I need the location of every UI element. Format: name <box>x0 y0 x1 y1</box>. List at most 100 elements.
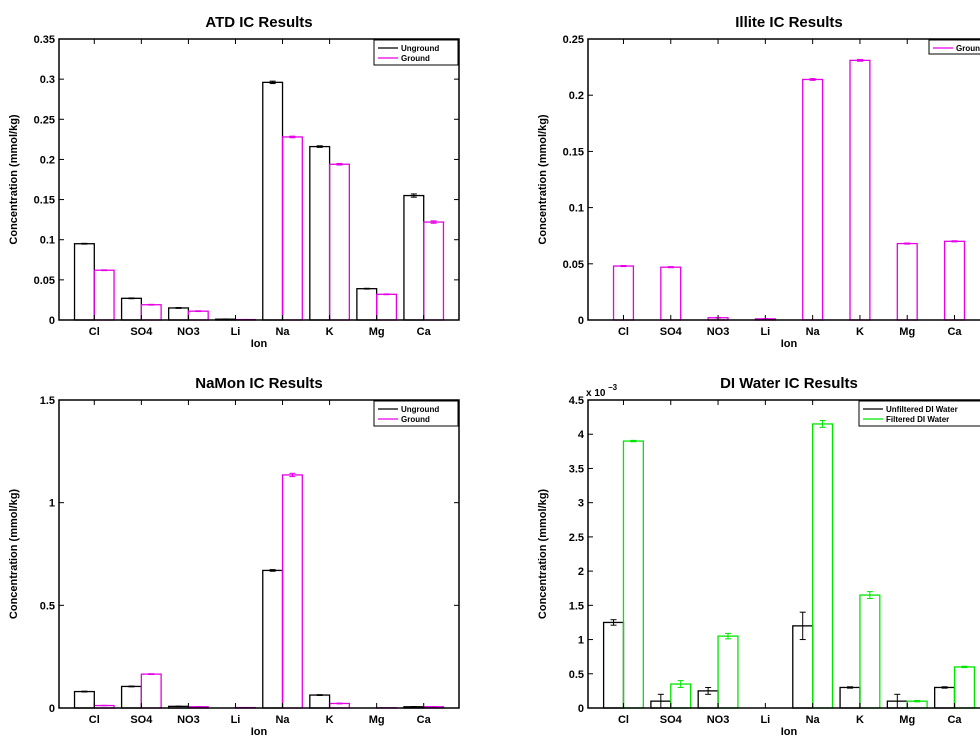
y-tick-label: 0.1 <box>569 203 584 215</box>
x-tick-label: NO3 <box>707 326 730 338</box>
chart-panel-1: ATD IC Results Concentration (mmol/kg) Ion… <box>8 14 460 350</box>
legend-box <box>928 39 980 55</box>
y-tick-label: 0.05 <box>563 259 584 271</box>
x-axis-label: Ion <box>781 338 798 350</box>
y-tick-label: 0 <box>578 315 584 327</box>
bar-ground-mg <box>375 293 398 321</box>
bar-ground-na <box>281 136 303 321</box>
x-tick-label: SO4 <box>660 326 683 338</box>
x-tick-label: Na <box>275 326 290 338</box>
x-tick-label: K <box>326 326 334 338</box>
legend-label: Ground <box>401 415 430 424</box>
bar-unground-k <box>309 694 331 709</box>
bar-filtered-di-water-ca <box>953 666 976 709</box>
y-tick-label: 0.35 <box>34 34 55 46</box>
y-tick-label: 4.5 <box>569 395 584 407</box>
y-tick-label: 2 <box>578 566 584 578</box>
y-tick-label: 0.25 <box>563 34 584 46</box>
bar-ground-ca <box>943 240 966 321</box>
legend-label: Filtered DI Water <box>886 415 949 424</box>
bar-unground-no3 <box>167 307 190 321</box>
y-axis-label: Concentration (mmol/kg) <box>8 489 20 620</box>
x-axis-label: Ion <box>251 726 268 737</box>
y-tick-label: 0.15 <box>563 146 584 158</box>
x-tick-label: Li <box>231 326 241 338</box>
bar-unground-k <box>309 145 331 321</box>
y-tick-label: 2.5 <box>569 532 584 544</box>
y-axis-label: Concentration (mmol/kg) <box>8 114 20 245</box>
y-tick-label: 0.15 <box>34 195 55 207</box>
y-axis-label: Concentration (mmol/kg) <box>537 114 549 245</box>
x-tick-label: K <box>856 326 864 338</box>
x-tick-label: SO4 <box>130 326 153 338</box>
x-axis-label: Ion <box>781 726 798 737</box>
bar-filtered-di-water-no3 <box>717 635 739 709</box>
bar-ground-ca <box>423 221 445 321</box>
x-tick-label: Cl <box>89 714 100 726</box>
legend-box <box>373 39 459 66</box>
y-tick-label: 1 <box>578 635 584 647</box>
chart-panel-4: DI Water IC Results Concentration (mmol/k… <box>537 375 980 737</box>
bar-filtered-di-water-na <box>811 423 834 709</box>
bar-unfiltered-di-water-k <box>839 686 861 709</box>
y-tick-label: 0 <box>49 315 55 327</box>
bar-ground-na <box>281 474 303 709</box>
y-axis-label: Concentration (mmol/kg) <box>537 489 549 620</box>
axes-frame <box>587 399 980 709</box>
y-tick-label: 0.25 <box>34 114 55 126</box>
x-tick-label: Li <box>760 326 770 338</box>
bar-filtered-di-water-cl <box>622 440 644 709</box>
legend-label: Unground <box>401 44 439 53</box>
y-tick-label: 3.5 <box>569 463 584 475</box>
legend-label: Unfiltered DI Water <box>886 405 958 414</box>
bar-ground-na <box>802 78 824 321</box>
x-tick-label: Ca <box>417 714 432 726</box>
x-tick-label: Na <box>806 326 821 338</box>
bar-unground-na <box>262 569 284 709</box>
y-tick-label: 0.1 <box>40 235 55 247</box>
y-tick-label: 0 <box>49 703 55 715</box>
y-multiplier: x 10 <box>586 388 606 399</box>
y-tick-label: 4 <box>578 429 585 441</box>
bar-unground-cl <box>73 243 95 321</box>
x-tick-label: Na <box>275 714 290 726</box>
y-tick-label: 1.5 <box>40 395 55 407</box>
axes-frame <box>58 399 460 709</box>
x-tick-label: Na <box>806 714 821 726</box>
axes-frame <box>58 38 460 321</box>
bar-unground-so4 <box>120 685 143 709</box>
y-tick-label: 1.5 <box>569 600 584 612</box>
x-tick-label: SO4 <box>660 714 683 726</box>
bar-unground-ca <box>403 194 425 321</box>
y-multiplier-exponent: −3 <box>608 383 618 392</box>
x-tick-label: Li <box>231 714 241 726</box>
x-tick-label: Li <box>760 714 770 726</box>
x-tick-label: Cl <box>618 326 629 338</box>
y-tick-label: 0.5 <box>569 669 584 681</box>
chart-title: DI Water IC Results <box>720 375 858 392</box>
bar-ground-so4 <box>140 673 162 709</box>
bar-ground-no3 <box>187 310 209 321</box>
bar-unground-so4 <box>120 297 143 321</box>
bar-ground-so4 <box>140 304 162 321</box>
bar-unground-cl <box>73 690 95 709</box>
x-tick-label: Mg <box>899 714 915 726</box>
y-tick-label: 0.2 <box>40 154 55 166</box>
bar-ground-k <box>849 59 871 321</box>
legend-label: Unground <box>401 405 439 414</box>
legend-label: Ground <box>401 54 430 63</box>
x-tick-label: NO3 <box>707 714 730 726</box>
chart-title: ATD IC Results <box>205 14 312 31</box>
x-tick-label: NO3 <box>177 714 200 726</box>
bar-ground-cl <box>612 265 635 321</box>
legend-box <box>373 400 459 427</box>
x-tick-label: Cl <box>89 326 100 338</box>
y-tick-label: 1 <box>49 498 55 510</box>
y-tick-label: 0.2 <box>569 90 584 102</box>
bar-unground-mg <box>356 288 378 321</box>
x-tick-label: Cl <box>618 714 629 726</box>
x-tick-label: Ca <box>417 326 432 338</box>
y-tick-label: 0 <box>578 703 584 715</box>
chart-panel-3: NaMon IC Results Concentration (mmol/kg) I… <box>8 375 460 737</box>
